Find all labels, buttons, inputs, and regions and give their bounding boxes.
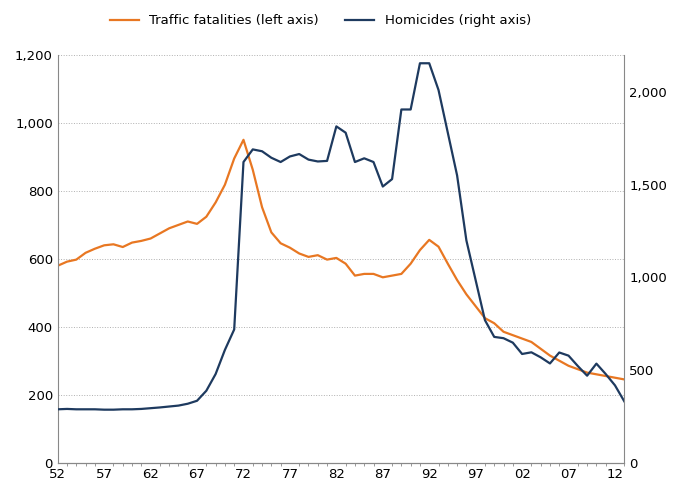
Homicides (right axis) (175, 403, 183, 409)
Traffic fatalities (left axis) (165, 225, 173, 231)
Traffic fatalities (left axis) (620, 376, 628, 382)
Legend: Traffic fatalities (left axis), Homicides (right axis): Traffic fatalities (left axis), Homicide… (104, 9, 537, 33)
Homicides (right axis) (109, 407, 117, 413)
Homicides (right axis) (565, 353, 573, 359)
Traffic fatalities (left axis) (342, 261, 350, 267)
Line: Homicides (right axis): Homicides (right axis) (58, 63, 624, 410)
Homicides (right axis) (54, 406, 62, 412)
Homicides (right axis) (416, 61, 424, 66)
Traffic fatalities (left axis) (406, 261, 415, 267)
Traffic fatalities (left axis) (100, 243, 108, 248)
Homicides (right axis) (620, 398, 628, 404)
Homicides (right axis) (100, 407, 108, 413)
Traffic fatalities (left axis) (555, 358, 563, 364)
Homicides (right axis) (211, 371, 220, 377)
Traffic fatalities (left axis) (239, 137, 248, 143)
Traffic fatalities (left axis) (203, 214, 211, 220)
Line: Traffic fatalities (left axis): Traffic fatalities (left axis) (58, 140, 624, 379)
Homicides (right axis) (406, 107, 415, 113)
Traffic fatalities (left axis) (54, 263, 62, 269)
Homicides (right axis) (342, 130, 350, 136)
